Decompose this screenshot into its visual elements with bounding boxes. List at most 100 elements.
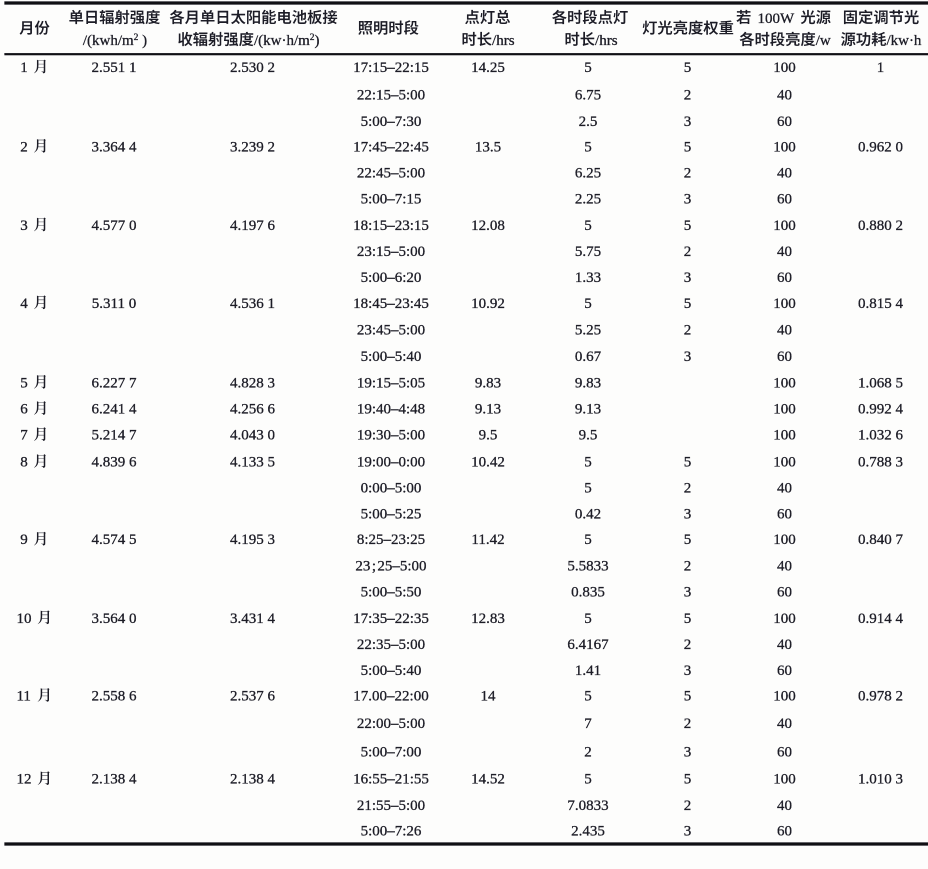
svg-text:3: 3 — [684, 663, 692, 679]
svg-text:100W: 100W — [758, 11, 796, 27]
svg-text:9.5: 9.5 — [479, 428, 498, 444]
svg-text:100: 100 — [773, 296, 796, 312]
svg-text:5: 5 — [684, 139, 692, 155]
svg-text:19:30–5:00: 19:30–5:00 — [357, 428, 425, 444]
svg-text:5: 5 — [684, 688, 692, 704]
svg-text:4.133 5: 4.133 5 — [230, 455, 275, 471]
svg-text:5.214 7: 5.214 7 — [92, 428, 138, 444]
svg-text:5: 5 — [584, 218, 592, 234]
svg-text:2: 2 — [310, 33, 315, 43]
svg-text:16:55–21:55: 16:55–21:55 — [353, 772, 429, 788]
svg-text:22:00–5:00: 22:00–5:00 — [357, 716, 425, 732]
svg-text:3: 3 — [684, 114, 692, 130]
svg-text:0:00–5:00: 0:00–5:00 — [361, 480, 422, 496]
svg-text:9.5: 9.5 — [579, 428, 598, 444]
svg-text:7: 7 — [20, 428, 28, 444]
svg-text:2.138 4: 2.138 4 — [92, 772, 138, 788]
svg-text:/hrs: /hrs — [595, 33, 618, 49]
svg-text:5: 5 — [584, 480, 592, 496]
svg-text:/(kwh/m: /(kwh/m — [83, 33, 134, 49]
svg-text:5: 5 — [584, 532, 592, 548]
svg-text:1: 1 — [20, 60, 28, 76]
svg-text:60: 60 — [777, 824, 792, 840]
svg-text:9.83: 9.83 — [575, 375, 601, 391]
svg-text:5: 5 — [684, 532, 692, 548]
svg-text:22:15–5:00: 22:15–5:00 — [357, 88, 425, 104]
svg-text:60: 60 — [777, 192, 792, 208]
svg-text:6.241 4: 6.241 4 — [92, 402, 138, 418]
svg-text:5: 5 — [584, 139, 592, 155]
svg-text:3.564 0: 3.564 0 — [92, 611, 137, 627]
svg-text:5: 5 — [584, 688, 592, 704]
svg-text:60: 60 — [777, 506, 792, 522]
svg-text:40: 40 — [777, 637, 792, 653]
svg-text:17:35–22:35: 17:35–22:35 — [353, 611, 429, 627]
svg-text:23:15–5:00: 23:15–5:00 — [357, 244, 425, 260]
svg-text:4.043 0: 4.043 0 — [230, 428, 275, 444]
svg-text:9.83: 9.83 — [475, 375, 501, 391]
svg-text:3.431 4: 3.431 4 — [230, 611, 276, 627]
svg-text:1.068 5: 1.068 5 — [858, 375, 903, 391]
svg-text:12.83: 12.83 — [471, 611, 505, 627]
svg-text:40: 40 — [777, 244, 792, 260]
svg-text:100: 100 — [773, 375, 796, 391]
svg-text:5: 5 — [684, 296, 692, 312]
svg-text:11.42: 11.42 — [471, 532, 504, 548]
svg-text:60: 60 — [777, 270, 792, 286]
svg-text:3: 3 — [684, 585, 692, 601]
svg-text:5: 5 — [584, 60, 592, 76]
svg-text:0.788 3: 0.788 3 — [858, 455, 903, 471]
svg-text:7: 7 — [584, 716, 592, 732]
svg-text:3: 3 — [684, 824, 692, 840]
svg-text:3: 3 — [20, 218, 28, 234]
svg-text:2: 2 — [684, 480, 692, 496]
svg-text:0.914 4: 0.914 4 — [858, 611, 904, 627]
svg-text:4.828 3: 4.828 3 — [230, 375, 275, 391]
svg-text:5.75: 5.75 — [575, 244, 601, 260]
svg-text:3.364 4: 3.364 4 — [92, 139, 138, 155]
svg-text:2: 2 — [134, 33, 139, 43]
svg-text:19:00–0:00: 19:00–0:00 — [357, 455, 425, 471]
svg-text:19:40–4:48: 19:40–4:48 — [357, 402, 425, 418]
svg-text:2: 2 — [684, 716, 692, 732]
svg-text:14: 14 — [481, 688, 497, 704]
svg-text:6: 6 — [20, 402, 28, 418]
svg-text:9.13: 9.13 — [575, 402, 601, 418]
svg-text:8: 8 — [20, 455, 28, 471]
svg-text:10: 10 — [16, 611, 31, 627]
svg-text:5:00–7:00: 5:00–7:00 — [361, 744, 422, 760]
svg-text:2: 2 — [684, 558, 692, 574]
svg-text:5: 5 — [684, 218, 692, 234]
svg-text:100: 100 — [773, 688, 796, 704]
svg-text:5: 5 — [684, 60, 692, 76]
svg-text:1.33: 1.33 — [575, 270, 601, 286]
svg-text:40: 40 — [777, 716, 792, 732]
svg-text:100: 100 — [773, 139, 796, 155]
svg-text:4.195 3: 4.195 3 — [230, 532, 275, 548]
svg-text:11: 11 — [16, 688, 30, 704]
svg-text:2: 2 — [684, 244, 692, 260]
svg-text:2.537 6: 2.537 6 — [230, 688, 276, 704]
svg-text:5: 5 — [20, 375, 28, 391]
svg-text:5: 5 — [584, 455, 592, 471]
svg-text:14.25: 14.25 — [471, 60, 505, 76]
svg-text:12.08: 12.08 — [471, 218, 505, 234]
svg-text:3: 3 — [684, 192, 692, 208]
svg-text:6.25: 6.25 — [575, 166, 601, 182]
svg-text:7.0833: 7.0833 — [567, 798, 608, 814]
svg-text:5: 5 — [684, 455, 692, 471]
svg-text:4.536 1: 4.536 1 — [230, 296, 275, 312]
svg-text:22:45–5:00: 22:45–5:00 — [357, 166, 425, 182]
svg-text:5:00–6:20: 5:00–6:20 — [361, 270, 422, 286]
svg-text:4.574 5: 4.574 5 — [92, 532, 137, 548]
svg-text:60: 60 — [777, 663, 792, 679]
svg-text:1.41: 1.41 — [575, 663, 601, 679]
svg-text:60: 60 — [777, 585, 792, 601]
svg-text:5: 5 — [584, 296, 592, 312]
svg-text:5:00–7:30: 5:00–7:30 — [361, 114, 422, 130]
svg-text:2: 2 — [684, 166, 692, 182]
svg-text:4.839 6: 4.839 6 — [92, 455, 138, 471]
svg-text:): ) — [142, 33, 147, 49]
svg-text:): ) — [315, 33, 320, 49]
svg-text:4.256 6: 4.256 6 — [230, 402, 276, 418]
